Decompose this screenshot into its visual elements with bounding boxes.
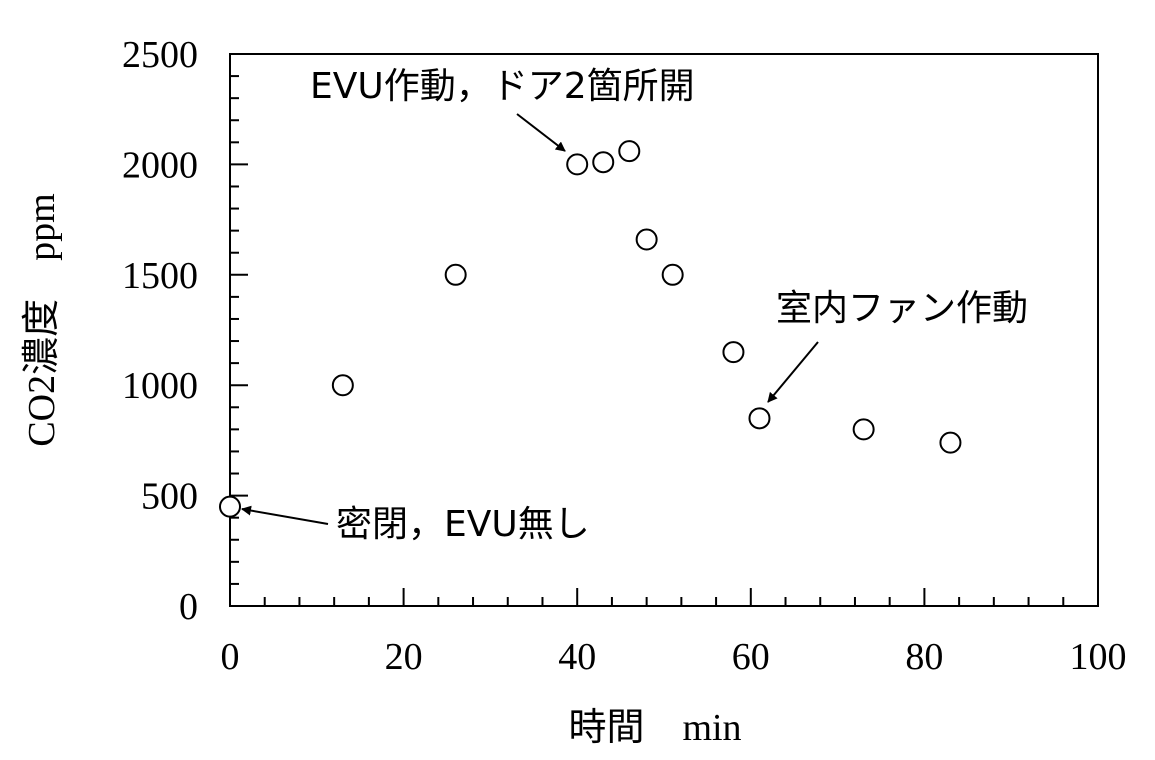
data-point (722, 341, 745, 364)
x-tick-label: 20 (385, 636, 423, 678)
y-tick-label: 2000 (122, 144, 198, 186)
y-tick-label: 0 (179, 586, 198, 628)
x-tick-label: 0 (221, 636, 240, 678)
data-point (748, 407, 771, 430)
x-tick-label: 40 (558, 636, 596, 678)
y-tick-label: 1000 (122, 365, 198, 407)
annotations: EVU作動，ドア2箇所開 室内ファン作動 密閉，EVU無し (241, 66, 1028, 545)
data-point (939, 431, 962, 454)
data-point (661, 263, 684, 286)
x-axis-tick-labels: 0 20 40 60 80 100 (221, 636, 1127, 678)
annotation-arrow (767, 341, 819, 403)
data-point (852, 418, 875, 441)
plot-area-frame (229, 53, 1099, 607)
annotation-arrow (516, 113, 566, 152)
data-point (444, 263, 467, 286)
x-tick-label: 60 (732, 636, 770, 678)
y-axis-title: CO2濃度 ppm (21, 193, 63, 446)
annotation-label: 密閉，EVU無し (336, 504, 590, 545)
y-axis-tick-labels: 0 500 1000 1500 2000 2500 (122, 34, 198, 628)
data-point (331, 374, 354, 397)
y-tick-label: 2500 (122, 34, 198, 76)
y-tick-label: 1500 (122, 255, 198, 297)
data-point (618, 140, 641, 163)
data-point (592, 151, 615, 174)
data-point (566, 153, 589, 176)
data-point (635, 228, 658, 251)
x-tick-label: 80 (905, 636, 943, 678)
data-point (219, 495, 241, 518)
annotation-label: 室内ファン作動 (776, 288, 1028, 329)
x-tick-label: 100 (1070, 636, 1127, 678)
y-tick-label: 500 (141, 476, 198, 518)
x-axis-title: 時間 min (568, 707, 741, 749)
annotation-label: EVU作動，ドア2箇所開 (310, 66, 695, 107)
axis-ticks (229, 53, 1099, 607)
annotation-arrow (241, 505, 329, 525)
data-points (219, 140, 962, 518)
